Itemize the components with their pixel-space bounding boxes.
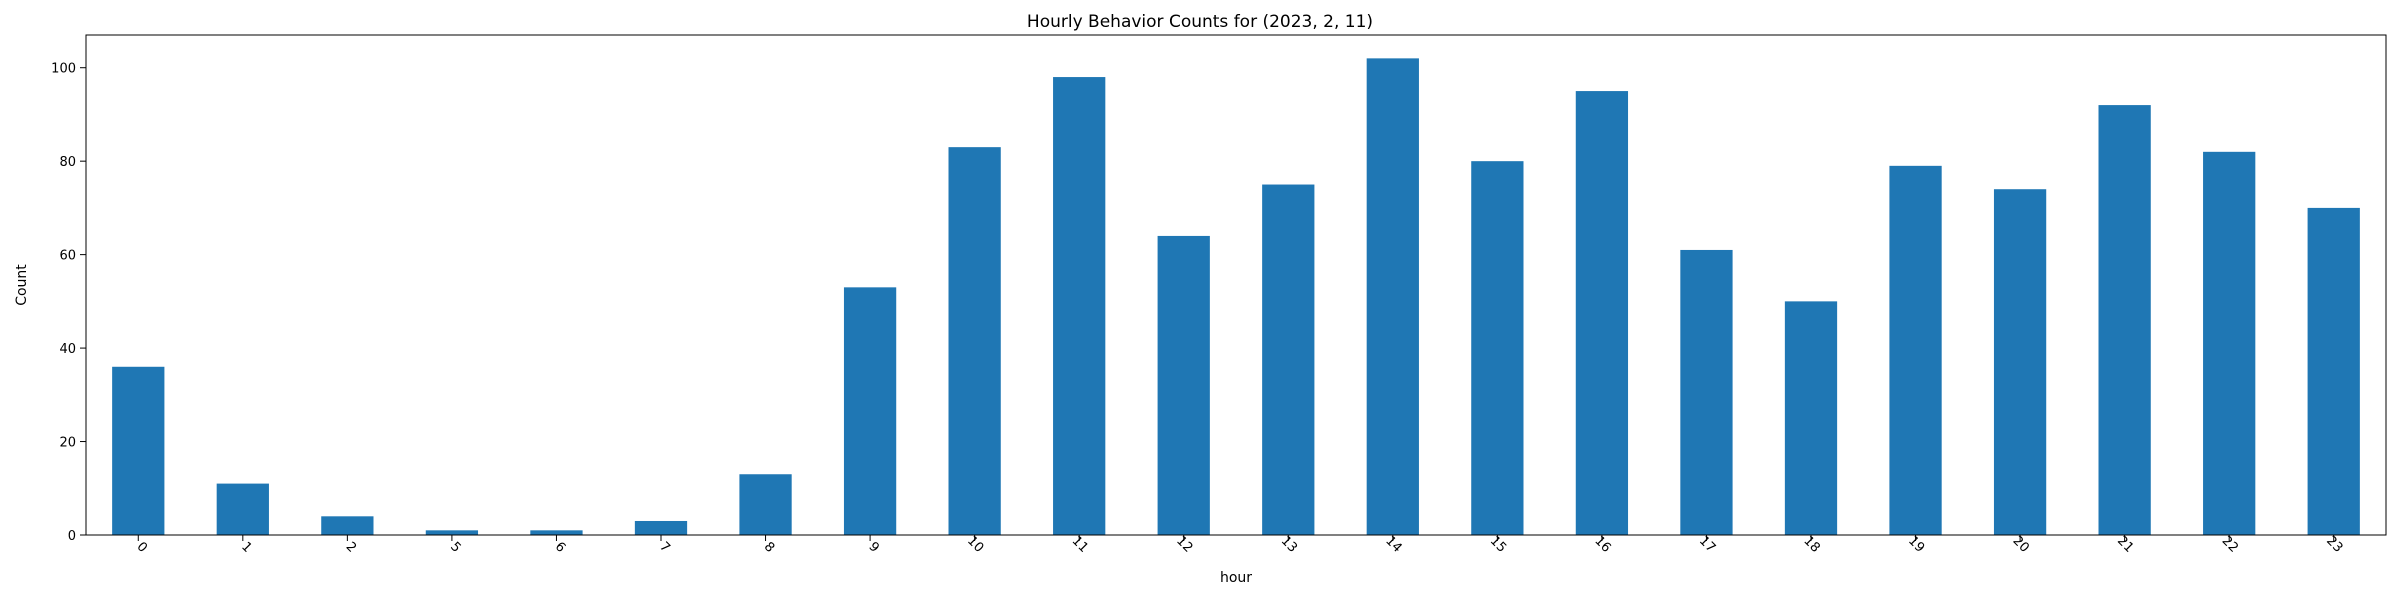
- bar-hour-8: [739, 474, 792, 535]
- bar-hour-2: [321, 516, 374, 535]
- y-tick-label: 60: [59, 249, 76, 264]
- y-tick-label: 40: [59, 342, 76, 357]
- x-tick-label: 16: [1591, 534, 1613, 556]
- bar-hour-23: [2307, 207, 2360, 535]
- bar-hour-6: [530, 530, 583, 535]
- chart-title: Hourly Behavior Counts for (2023, 2, 11): [1027, 12, 1373, 32]
- bar-hour-14: [1366, 58, 1419, 536]
- y-tick-label: 0: [68, 529, 76, 544]
- x-tick-label: 20: [2010, 534, 2032, 556]
- y-axis: 0 20 40 60 80 100: [51, 62, 86, 544]
- bar-hour-5: [425, 530, 479, 535]
- bar-hour-19: [1889, 165, 1942, 535]
- bar-hour-0: [112, 366, 165, 535]
- bar-hour-9: [843, 287, 897, 535]
- bar-hour-20: [1993, 189, 2047, 535]
- bar-hour-12: [1157, 235, 1210, 535]
- x-tick-label: 18: [1800, 534, 1822, 556]
- bars-group: [112, 58, 2360, 536]
- bar-hour-1: [216, 483, 269, 535]
- bar-hour-13: [1262, 184, 1315, 535]
- x-tick-label: 14: [1382, 534, 1404, 556]
- x-tick-label: 17: [1696, 534, 1718, 556]
- x-tick-label: 6: [552, 539, 568, 555]
- bar-hour-11: [1053, 77, 1106, 535]
- x-tick-label: 11: [1069, 534, 1091, 556]
- x-tick-label: 12: [1173, 534, 1195, 556]
- x-tick-label: 5: [447, 539, 463, 555]
- bar-hour-15: [1471, 161, 1524, 536]
- x-tick-label: 0: [134, 539, 150, 555]
- x-tick-label: 7: [656, 539, 672, 555]
- bar-hour-17: [1680, 249, 1733, 535]
- plot-frame: [85, 34, 2387, 536]
- x-tick-label: 10: [964, 534, 986, 556]
- y-axis-label: Count: [14, 264, 30, 306]
- bar-hour-21: [2098, 105, 2151, 535]
- y-tick-label: 100: [51, 62, 76, 77]
- y-tick-label: 80: [59, 155, 76, 170]
- bar-hour-18: [1784, 301, 1838, 535]
- x-tick-label: 8: [761, 539, 777, 555]
- x-tick-label: 21: [2114, 534, 2136, 556]
- x-tick-label: 13: [1278, 534, 1300, 556]
- y-tick-label: 20: [59, 436, 76, 451]
- x-axis: 0 1 2 5 6 7 8 9 10 11 12 13 14 15 16 17 18 19 20 21 22 23: [134, 534, 2346, 556]
- x-tick-label: 19: [1905, 534, 1927, 556]
- x-tick-label: 9: [865, 539, 881, 555]
- x-axis-label: hour: [1220, 570, 1252, 586]
- bar-hour-7: [634, 520, 688, 535]
- x-tick-label: 23: [2323, 534, 2345, 556]
- x-tick-label: 22: [2219, 534, 2241, 556]
- x-tick-label: 1: [238, 539, 254, 555]
- bar-hour-22: [2203, 151, 2256, 535]
- x-tick-label: 15: [1487, 534, 1509, 556]
- x-tick-label: 2: [343, 539, 359, 555]
- bar-hour-10: [948, 147, 1001, 535]
- bar-hour-16: [1575, 91, 1629, 535]
